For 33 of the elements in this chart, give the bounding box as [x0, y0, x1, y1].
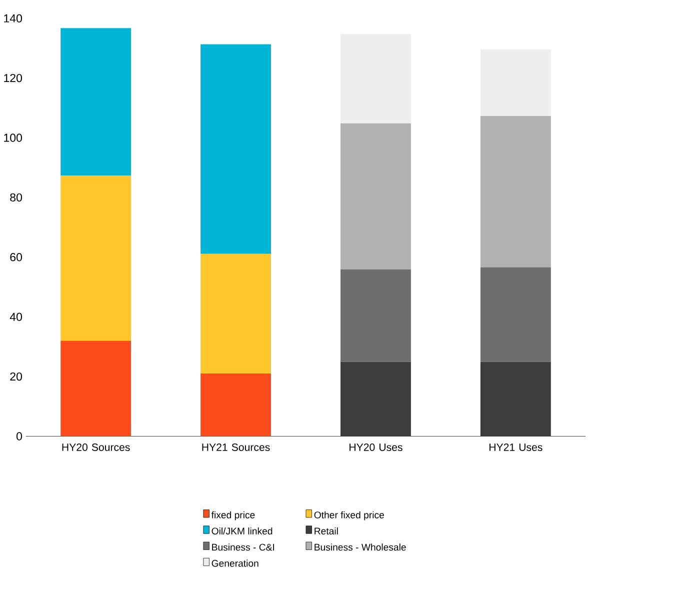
- y-tick-label: 40: [10, 312, 22, 321]
- bar: [480, 49, 551, 116]
- legend-label: Business - Wholesale: [314, 543, 406, 551]
- bar: [200, 44, 272, 254]
- bar: [60, 340, 132, 436]
- bar: [480, 267, 551, 362]
- bar: [60, 28, 132, 176]
- legend-label: fixed price: [211, 511, 255, 520]
- bar: [60, 176, 132, 341]
- y-tick-label: 80: [10, 193, 22, 202]
- x-tick-label: HY20 Uses: [350, 443, 402, 451]
- x-tick-label: HY20 Sources: [62, 443, 130, 451]
- legend-label: Other fixed price: [314, 511, 384, 520]
- bar: [340, 34, 411, 124]
- x-tick-label: HY21 Uses: [490, 443, 542, 451]
- legend-label: Retail: [314, 527, 338, 534]
- bar: [200, 373, 272, 436]
- legend-label: Generation: [212, 560, 258, 567]
- bar: [340, 269, 411, 362]
- bar: [340, 123, 411, 270]
- y-tick-label: 100: [4, 134, 22, 142]
- y-tick-label: 60: [10, 252, 22, 262]
- y-tick-label: 0: [16, 432, 22, 440]
- bar: [480, 362, 551, 436]
- bar: [200, 254, 272, 374]
- bar: [340, 362, 411, 436]
- bar: [480, 116, 551, 268]
- x-tick-label: HY21 Sources: [202, 443, 270, 451]
- legend-label: Oil/JKM linked: [212, 527, 272, 534]
- legend-label: Business - C&I: [212, 543, 274, 551]
- y-tick-label: 120: [4, 74, 22, 82]
- y-tick-label: 20: [10, 372, 22, 381]
- y-tick-label: 140: [4, 14, 22, 22]
